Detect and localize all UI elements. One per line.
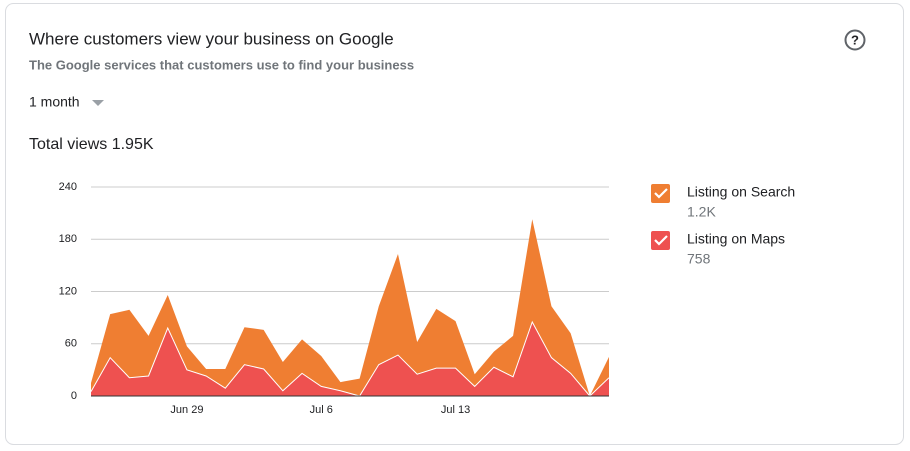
y-tick-label: 60 [65, 338, 77, 350]
legend-total: 758 [687, 251, 711, 267]
legend-checkbox[interactable] [651, 184, 670, 203]
legend-check[interactable] [654, 235, 668, 246]
x-tick-label: Jul 13 [441, 404, 470, 416]
help-circle[interactable] [844, 29, 866, 51]
area-edge [90, 320, 610, 397]
y-tick-label: 240 [59, 181, 77, 193]
x-tick-label: Jul 6 [310, 404, 333, 416]
x-tick-label: Jun 29 [170, 404, 203, 416]
legend-label: Listing on Search [687, 184, 795, 200]
legend-check[interactable] [654, 188, 668, 199]
period-dropdown[interactable]: 1 month [29, 94, 104, 110]
help-icon[interactable]: ? [844, 29, 866, 51]
help-mark[interactable]: ? [851, 32, 859, 47]
area [91, 321, 609, 396]
y-tick-label: 120 [59, 285, 77, 297]
card-subtitle: The Google services that customers use t… [29, 57, 414, 72]
legend-total: 1.2K [687, 204, 716, 220]
y-tick-label: 0 [71, 390, 77, 402]
y-tick-label: 180 [59, 233, 77, 245]
legend-label: Listing on Maps [687, 231, 785, 247]
card-title: Where customers view your business on Go… [29, 29, 394, 48]
card-border [5, 3, 904, 445]
dropdown-arrow[interactable] [92, 100, 104, 106]
legend-checkbox[interactable] [651, 231, 670, 250]
period-label[interactable]: 1 month [29, 94, 80, 110]
total-views: Total views 1.95K [29, 136, 154, 153]
